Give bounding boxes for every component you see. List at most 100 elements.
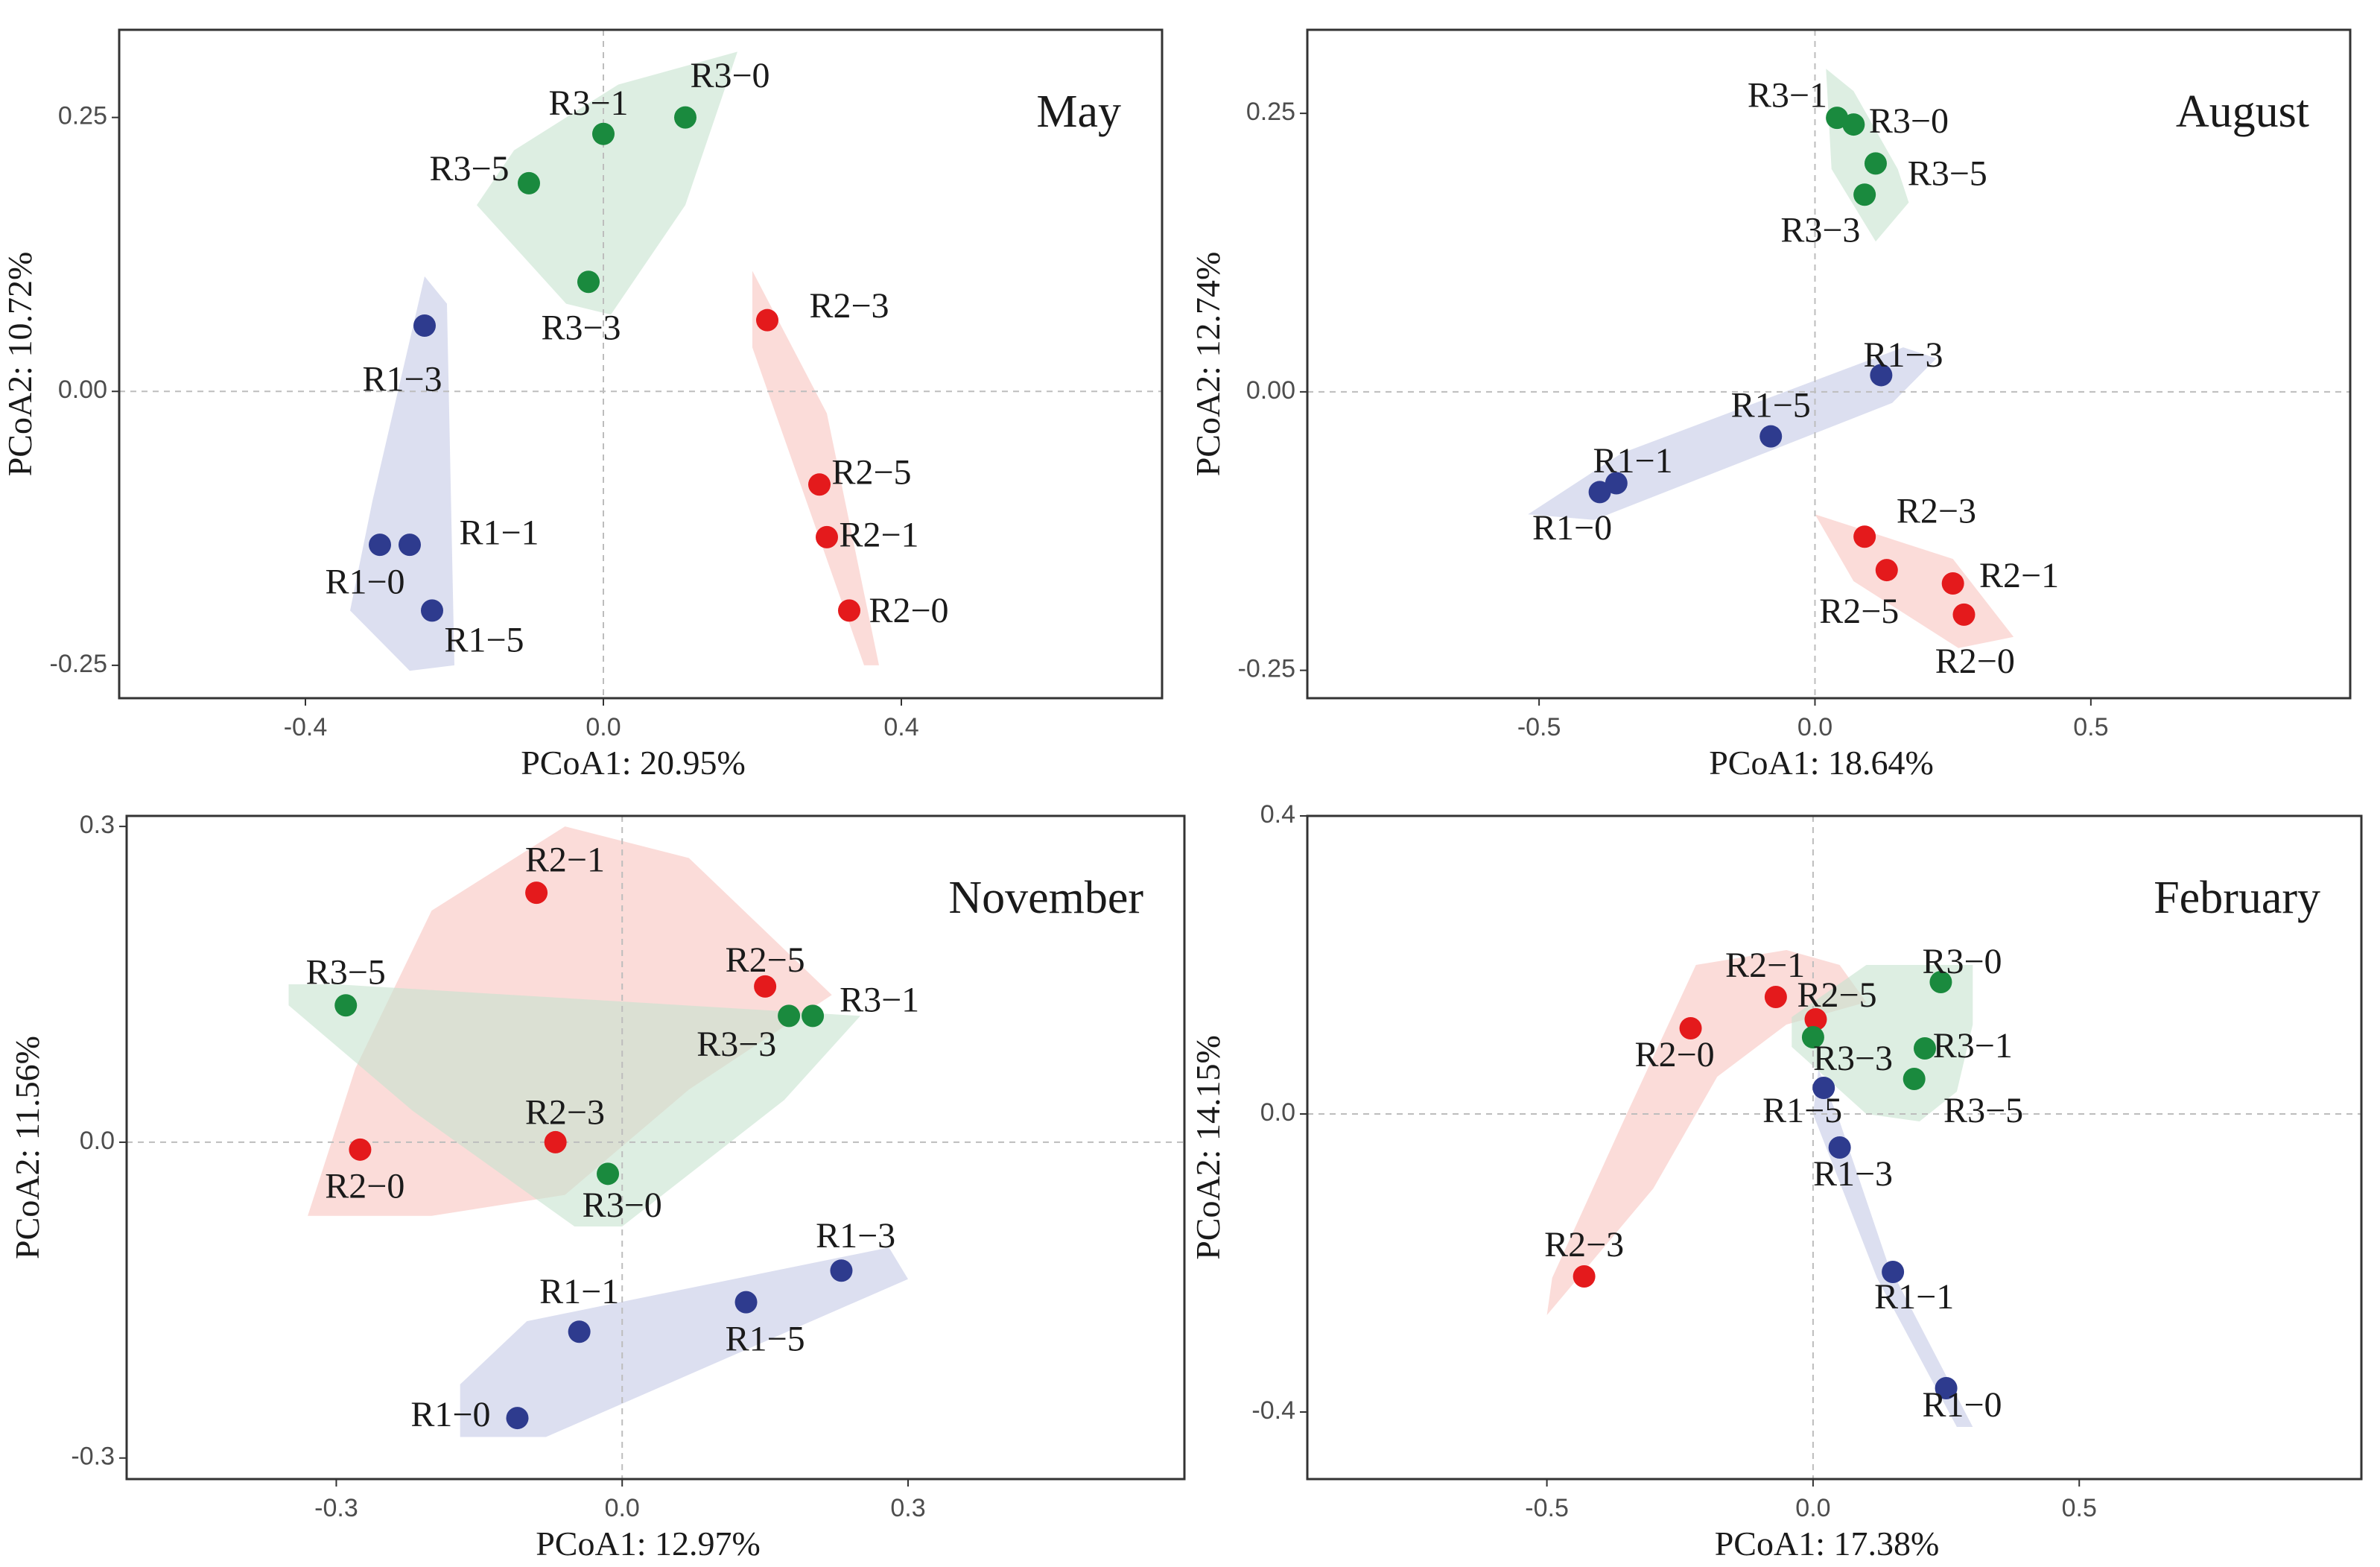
data-point-r3-5 bbox=[518, 171, 540, 194]
point-label: R1−0 bbox=[1532, 508, 1612, 548]
panel-may: R1−0 R1−1 R1−3 R1−5 R2−0 R2−1 R2−3 R2−5 R3−0 R3−1… bbox=[1, 28, 1164, 782]
data-point-r2-1 bbox=[1941, 572, 1964, 595]
point-label: R1−3 bbox=[1863, 335, 1943, 375]
data-point-r2-5 bbox=[808, 473, 831, 496]
data-point-r1-0 bbox=[506, 1407, 529, 1430]
point-label: R1−1 bbox=[539, 1272, 619, 1311]
data-point-r2-5 bbox=[754, 975, 777, 998]
data-point-r3-3 bbox=[778, 1004, 801, 1028]
data-point-r2-1 bbox=[525, 881, 548, 905]
data-point-r3-3 bbox=[1801, 1026, 1824, 1048]
point-label: R3−5 bbox=[1908, 153, 1987, 193]
point-label: R1−5 bbox=[726, 1319, 805, 1358]
y-tick-label: -0.25 bbox=[1238, 655, 1296, 683]
y-tick-label: 0.00 bbox=[58, 376, 107, 404]
panel-title: November bbox=[948, 873, 1143, 923]
point-label: R3−5 bbox=[1943, 1091, 2023, 1130]
panel-title: February bbox=[2154, 873, 2320, 923]
plot-frame bbox=[1306, 814, 2363, 1481]
data-point-r1-0 bbox=[369, 534, 391, 557]
data-point-r3-1 bbox=[592, 122, 615, 145]
data-point-r1-1 bbox=[1882, 1261, 1905, 1283]
point-label: R3−3 bbox=[696, 1025, 776, 1064]
x-tick-label: 0.0 bbox=[1797, 713, 1832, 741]
point-label: R1−1 bbox=[459, 513, 539, 552]
hull-r1 bbox=[1812, 1069, 1973, 1427]
y-tick-label: 0.25 bbox=[1246, 98, 1295, 126]
point-label: R3−1 bbox=[548, 83, 628, 123]
point-label: R3−1 bbox=[1748, 76, 1827, 115]
x-tick-label: -0.3 bbox=[314, 1494, 358, 1522]
point-label: R3−3 bbox=[541, 308, 621, 347]
point-label: R3−1 bbox=[840, 980, 919, 1019]
data-point-r2-3 bbox=[1573, 1265, 1596, 1288]
panel-title: May bbox=[1036, 86, 1121, 137]
data-point-r1-5 bbox=[1759, 425, 1783, 448]
point-label: R2−1 bbox=[839, 515, 918, 554]
x-tick-label: -0.5 bbox=[1517, 713, 1561, 741]
y-tick-label: 0.4 bbox=[1260, 800, 1295, 829]
y-tick-label: 0.0 bbox=[80, 1127, 115, 1155]
data-point-r1-0 bbox=[1588, 481, 1611, 504]
hull-r2 bbox=[752, 270, 879, 665]
point-label: R1−3 bbox=[1813, 1154, 1893, 1194]
x-axis-title: PCoA1: 12.97% bbox=[536, 1525, 761, 1563]
data-point-r3-0 bbox=[674, 106, 696, 129]
y-tick-label: -0.25 bbox=[50, 650, 108, 678]
panel-november: R1−0 R1−1 R1−3 R1−5 R2−0 R2−1 R2−3 R2−5 R3−0 R3−1… bbox=[8, 811, 1186, 1563]
point-label: R3−0 bbox=[583, 1185, 662, 1225]
data-point-r2-1 bbox=[816, 525, 838, 548]
y-tick-label: 0.00 bbox=[1246, 376, 1295, 405]
y-axis-title: PCoA2: 11.56% bbox=[8, 1036, 46, 1259]
data-point-r1-1 bbox=[1605, 472, 1628, 495]
hull-r3 bbox=[288, 984, 860, 1226]
data-point-r3-5 bbox=[334, 994, 358, 1017]
data-point-r3-5 bbox=[1903, 1068, 1926, 1090]
data-point-r1-3 bbox=[1828, 1136, 1851, 1159]
panel-february: R1−0 R1−1 R1−3 R1−5 R2−0 R2−1 R2−3 R2−5 R3−0 R3−1… bbox=[1189, 800, 2363, 1563]
data-point-r3-5 bbox=[1864, 152, 1887, 175]
point-label: R2−3 bbox=[1544, 1225, 1624, 1264]
hull-r1 bbox=[460, 1247, 908, 1437]
data-point-r3-1 bbox=[1826, 107, 1849, 130]
x-tick-label: -0.4 bbox=[284, 713, 328, 741]
point-label: R2−5 bbox=[1797, 975, 1877, 1015]
x-tick-label: 0.4 bbox=[883, 713, 918, 741]
data-point-r3-0 bbox=[597, 1162, 620, 1185]
point-label: R1−3 bbox=[816, 1216, 895, 1256]
point-label: R2−1 bbox=[1979, 556, 2059, 595]
point-label: R2−0 bbox=[1935, 642, 2015, 681]
data-point-r3-3 bbox=[577, 270, 600, 294]
data-point-r2-3 bbox=[756, 308, 778, 332]
point-label: R2−3 bbox=[809, 286, 889, 326]
hull-r3 bbox=[1792, 965, 1973, 1121]
point-label: R3−0 bbox=[1869, 101, 1949, 141]
plot-frame bbox=[118, 28, 1164, 700]
data-point-r2-5 bbox=[1875, 559, 1898, 582]
plot-frame bbox=[1306, 28, 2352, 700]
point-label: R1−0 bbox=[325, 563, 404, 602]
point-label: R1−0 bbox=[410, 1395, 490, 1434]
hull-r1 bbox=[350, 276, 454, 671]
data-point-r1-1 bbox=[399, 534, 421, 557]
point-label: R3−5 bbox=[306, 953, 386, 993]
data-point-r2-0 bbox=[838, 599, 860, 622]
data-point-r1-5 bbox=[421, 599, 443, 622]
point-label: R2−0 bbox=[325, 1167, 404, 1206]
hull-r3 bbox=[1826, 69, 1909, 242]
data-point-r2-1 bbox=[1764, 986, 1787, 1008]
point-label: R3−5 bbox=[429, 149, 509, 189]
panel-august: R1−0 R1−1 R1−3 R1−5 R2−0 R2−1R2−3 R2−5 R3−0 R3−1… bbox=[1189, 28, 2352, 782]
point-label: R2−3 bbox=[525, 1093, 605, 1133]
data-point-r2-3 bbox=[1853, 525, 1876, 548]
point-label: R2−5 bbox=[831, 453, 911, 493]
plot-frame bbox=[125, 814, 1186, 1481]
point-label: R2−3 bbox=[1897, 491, 1976, 531]
data-point-r3-0 bbox=[1929, 971, 1952, 993]
data-point-r1-3 bbox=[830, 1259, 853, 1282]
x-tick-label: 0.5 bbox=[2062, 1494, 2097, 1522]
x-tick-label: 0.5 bbox=[2073, 713, 2108, 741]
data-point-r2-0 bbox=[1679, 1017, 1702, 1039]
data-point-r2-0 bbox=[349, 1138, 372, 1161]
